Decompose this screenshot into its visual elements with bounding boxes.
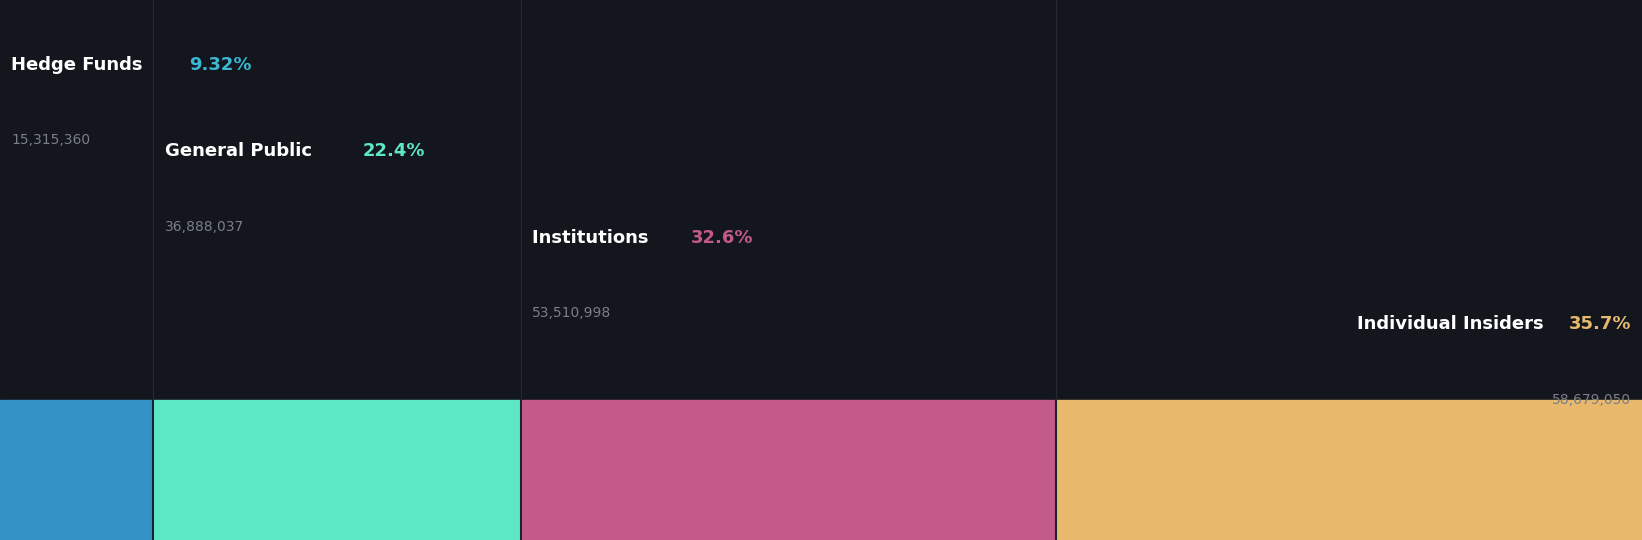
Text: 36,888,037: 36,888,037 [164, 220, 243, 234]
Text: Individual Insiders: Individual Insiders [1358, 315, 1550, 333]
Text: 58,679,050: 58,679,050 [1552, 393, 1631, 407]
Text: Institutions: Institutions [532, 228, 655, 247]
Text: 53,510,998: 53,510,998 [532, 306, 611, 320]
Text: 15,315,360: 15,315,360 [11, 133, 90, 147]
Bar [0, 400, 153, 540]
Text: General Public: General Public [164, 142, 319, 160]
Bar [153, 400, 521, 540]
Text: 22.4%: 22.4% [363, 142, 425, 160]
Bar [521, 400, 1056, 540]
Text: Hedge Funds: Hedge Funds [11, 56, 149, 74]
Text: 35.7%: 35.7% [1568, 315, 1631, 333]
Text: 9.32%: 9.32% [189, 56, 251, 74]
Text: 32.6%: 32.6% [691, 228, 754, 247]
Bar [1056, 400, 1642, 540]
